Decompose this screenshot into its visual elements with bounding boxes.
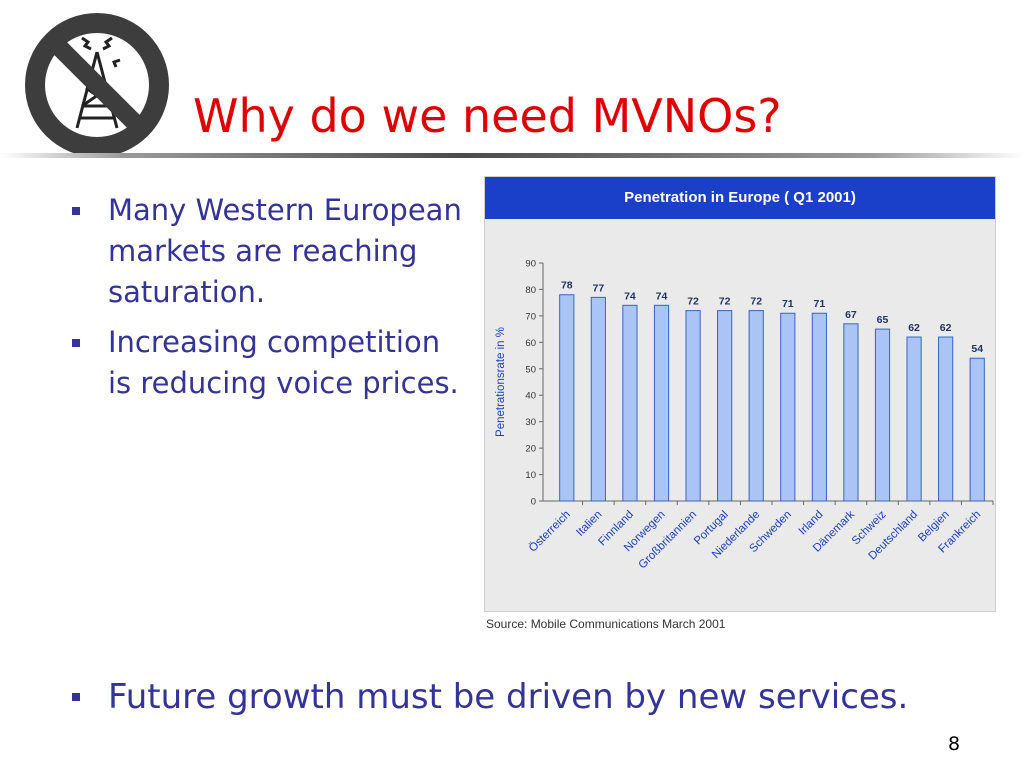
bar-value-label: 67 <box>845 309 857 321</box>
bar <box>874 328 891 502</box>
y-tick-label: 10 <box>525 470 536 481</box>
bullet-item: Increasing competition is reducing voice… <box>70 322 470 404</box>
bullet-text: Increasing competition is reducing voice… <box>108 325 459 400</box>
bar <box>622 304 638 502</box>
bar <box>843 323 859 502</box>
bullet-item: Many Western European markets are reachi… <box>70 190 470 313</box>
bar <box>811 312 827 502</box>
bar <box>685 310 701 502</box>
bar-chart: 0 10 20 30 40 50 60 70 80 90 Penetrationsrate in %… <box>495 259 994 572</box>
bar <box>717 310 733 502</box>
no-antenna-sign-icon <box>25 13 169 157</box>
bar-value-label: 78 <box>561 280 573 292</box>
title-divider <box>0 153 1024 158</box>
bar-value-label: 74 <box>656 290 668 302</box>
slide-number: 8 <box>948 733 961 755</box>
bar <box>969 357 985 502</box>
slide-title: Why do we need MVNOs? <box>193 89 782 143</box>
bar-value-label: 62 <box>940 322 952 334</box>
y-tick-label: 0 <box>531 497 536 508</box>
bottom-bullet-text: Future growth must be driven by new serv… <box>108 677 909 717</box>
bullet-square-icon <box>72 693 80 701</box>
bar <box>653 304 670 502</box>
bar-value-label: 71 <box>782 298 794 310</box>
bar-value-label: 71 <box>814 298 826 310</box>
y-tick-label: 80 <box>525 285 536 296</box>
chart-source: Source: Mobile Communications March 2001 <box>486 617 726 631</box>
bar-value-label: 74 <box>624 290 636 302</box>
y-tick-label: 40 <box>525 391 536 402</box>
bar <box>938 336 954 502</box>
y-tick-label: 60 <box>525 338 536 349</box>
y-tick-label: 50 <box>525 364 536 375</box>
bar <box>559 294 575 502</box>
bar-value-label: 72 <box>719 296 731 308</box>
bar <box>748 310 764 502</box>
bar <box>906 336 922 502</box>
bar-value-label: 54 <box>971 343 983 355</box>
bar-value-label: 65 <box>877 314 889 326</box>
bullet-square-icon <box>72 339 80 347</box>
x-tick-label: Großbritannien <box>636 509 699 572</box>
bar <box>780 312 796 502</box>
bottom-bullet: Future growth must be driven by new serv… <box>70 673 908 721</box>
y-tick-label: 90 <box>525 259 536 270</box>
x-tick-label: Italien <box>574 509 604 539</box>
y-tick-label: 70 <box>525 311 536 322</box>
chart-title: Penetration in Europe ( Q1 2001) <box>485 177 995 219</box>
chart-panel: Penetration in Europe ( Q1 2001) 0 10 20 30… <box>484 176 996 612</box>
bullet-square-icon <box>72 207 80 215</box>
y-tick-label: 20 <box>525 444 536 455</box>
y-tick-label: 30 <box>525 417 536 428</box>
y-axis-label: Penetrationsrate in % <box>495 327 507 437</box>
bullet-list: Many Western European markets are reachi… <box>70 190 470 413</box>
bar-value-label: 62 <box>908 322 920 334</box>
bar <box>590 296 606 502</box>
bar-value-label: 77 <box>593 282 605 294</box>
bar-value-label: 72 <box>687 296 699 308</box>
bar-value-label: 72 <box>750 296 762 308</box>
x-tick-label: Österreich <box>527 509 573 555</box>
x-tick-label: Irland <box>797 509 826 538</box>
bullet-text: Many Western European markets are reachi… <box>108 193 462 309</box>
